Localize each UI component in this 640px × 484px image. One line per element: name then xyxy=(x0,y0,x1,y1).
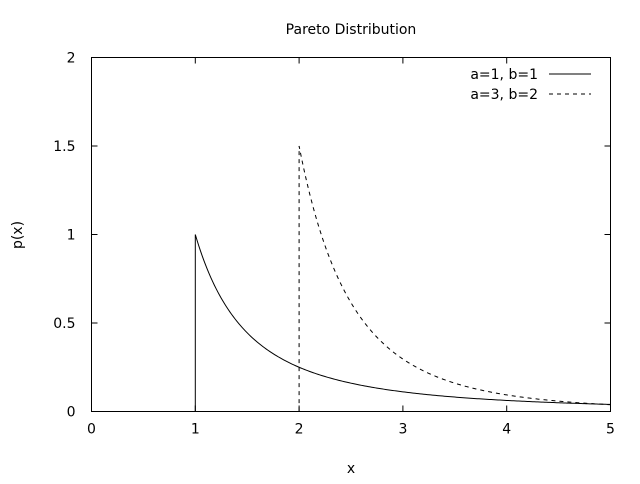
x-tick-label: 4 xyxy=(502,422,511,438)
plot-frame xyxy=(91,57,611,412)
legend: a=1, b=1 a=3, b=2 xyxy=(470,67,591,103)
x-tick-label: 5 xyxy=(606,422,615,438)
series-line-1 xyxy=(91,234,611,412)
y-axis-label: p(x) xyxy=(10,221,26,249)
y-tick-label: 2 xyxy=(67,51,76,67)
y-tick-label: 0 xyxy=(67,405,76,421)
legend-label-1: a=1, b=1 xyxy=(470,67,538,83)
x-tick-label: 3 xyxy=(398,422,407,438)
y-tick-label: 0.5 xyxy=(53,316,75,332)
x-tick-label: 1 xyxy=(191,422,200,438)
chart-title: Pareto Distribution xyxy=(286,22,417,38)
y-tick-label: 1 xyxy=(67,228,76,244)
x-axis-label: x xyxy=(347,461,355,477)
legend-label-2: a=3, b=2 xyxy=(470,87,538,103)
series-line-2 xyxy=(91,145,611,412)
y-tick-label: 1.5 xyxy=(53,139,75,155)
x-tick-label: 2 xyxy=(295,422,304,438)
series-lines xyxy=(91,145,611,412)
x-tick-label: 0 xyxy=(87,422,96,438)
